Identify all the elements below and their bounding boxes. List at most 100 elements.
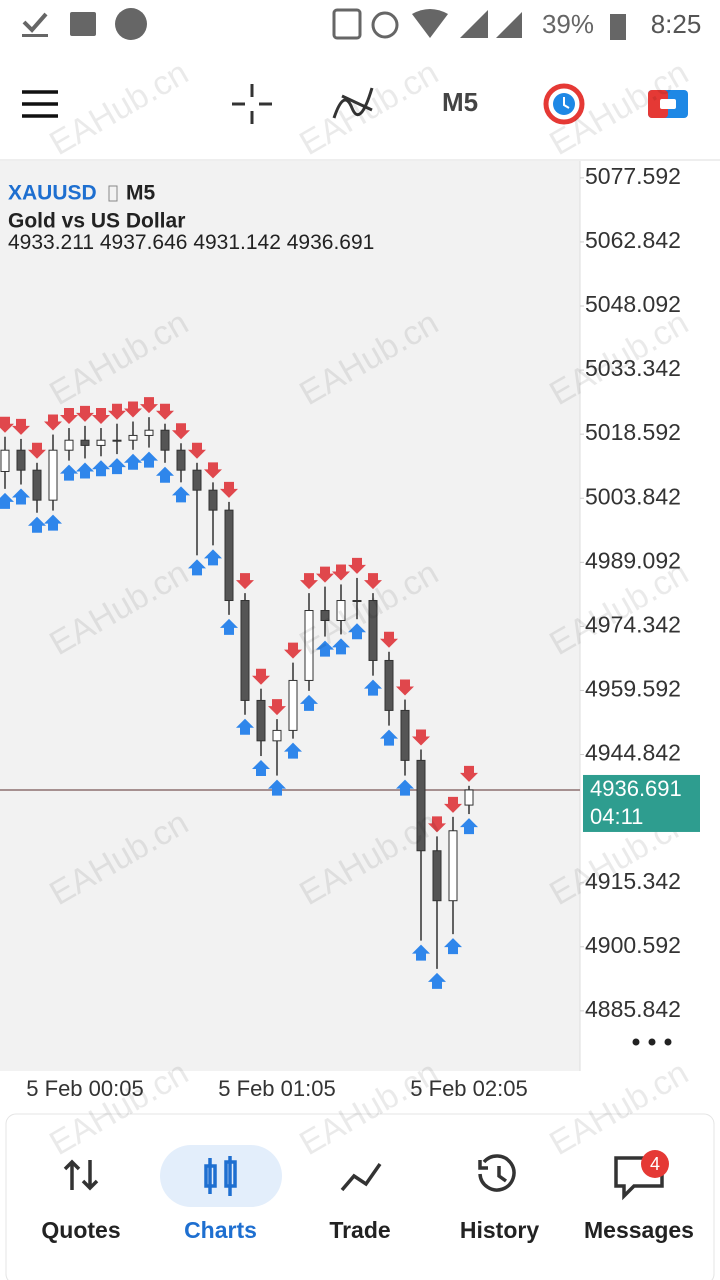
candle-body (432, 850, 442, 902)
sell-arrow (316, 566, 334, 583)
buy-arrow (332, 638, 350, 655)
sell-arrow (92, 408, 110, 425)
sell-arrow (284, 642, 302, 659)
y-tick-label: 4959.592 (585, 676, 681, 702)
y-tick-label: 4915.342 (585, 868, 681, 894)
candle-body (176, 449, 186, 471)
buy-arrow (444, 938, 462, 955)
sell-arrow (156, 403, 174, 420)
sell-arrow (220, 481, 238, 498)
candle-body (128, 434, 138, 441)
candle-body (64, 439, 74, 451)
nav-label[interactable]: Quotes (41, 1217, 120, 1243)
chart-timeframe: M5 (126, 182, 155, 205)
nav-label[interactable]: Charts (184, 1217, 257, 1243)
nav-icons (63, 1154, 664, 1201)
buy-arrow (44, 514, 62, 531)
candle-body (32, 469, 42, 501)
badge-count: 4 (650, 1154, 660, 1174)
buy-arrow (284, 742, 302, 759)
y-tick-label: 5048.092 (585, 291, 681, 317)
candle-body (0, 449, 10, 472)
buy-arrow (412, 944, 430, 961)
sell-arrow (108, 403, 126, 420)
buy-arrow (396, 779, 414, 796)
buy-arrow (236, 718, 254, 735)
buy-arrow (124, 453, 142, 470)
buy-arrow (0, 492, 14, 509)
menu-button[interactable] (22, 90, 58, 118)
sell-arrow (332, 564, 350, 581)
trade-button[interactable] (648, 90, 688, 118)
sell-arrow (76, 405, 94, 422)
candle-body (416, 759, 426, 852)
candle-body (400, 709, 410, 761)
candle-body (112, 439, 122, 442)
battery-percent: 39% (542, 9, 594, 39)
candle-body (464, 789, 474, 806)
buy-arrow (60, 464, 78, 481)
y-tick-label: 4989.092 (585, 547, 681, 573)
buy-arrow (220, 618, 238, 635)
sell-arrow (300, 573, 318, 590)
candle-body (80, 439, 90, 446)
last-price-box (583, 774, 700, 832)
candle-body (336, 600, 346, 621)
more-button[interactable] (632, 1038, 672, 1046)
sell-arrow (236, 573, 254, 590)
x-tick-label: 5 Feb 00:05 (26, 1076, 143, 1101)
buy-arrow (76, 462, 94, 479)
indicators-button[interactable] (332, 87, 374, 119)
candle-body (160, 429, 170, 451)
candle-body (368, 600, 378, 661)
timeframe-button[interactable]: M5 (442, 87, 478, 117)
sell-arrow (428, 816, 446, 833)
buy-arrow (428, 972, 446, 989)
y-tick-label: 4974.342 (585, 611, 681, 637)
sell-arrow (172, 423, 190, 440)
sell-arrow (28, 442, 46, 459)
sell-arrow (0, 416, 14, 433)
ohlc-close: 4936.691 (287, 231, 375, 254)
clock: 8:25 (651, 9, 702, 39)
candle-body (96, 439, 106, 446)
candle-body (208, 489, 218, 511)
candle-body (144, 429, 154, 436)
candle-body (448, 830, 458, 902)
sell-arrow (444, 796, 462, 813)
sell-arrow (380, 631, 398, 648)
alerts-button[interactable] (543, 83, 585, 125)
candle-body (288, 679, 298, 731)
buy-arrow (268, 779, 286, 796)
sell-arrow (12, 418, 30, 435)
sell-arrow (60, 408, 78, 425)
candle-body (192, 469, 202, 491)
nav-active-pill (160, 1145, 282, 1207)
last-price: 4936.691 (590, 776, 682, 801)
y-tick-label: 4885.842 (585, 996, 681, 1022)
buy-arrow (364, 679, 382, 696)
sell-arrow (412, 729, 430, 746)
symbol-glyph (108, 185, 118, 202)
countdown: 04:11 (590, 804, 643, 829)
y-tick-label: 4900.592 (585, 932, 681, 958)
x-tick-label: 5 Feb 01:05 (218, 1076, 335, 1101)
sell-arrow (364, 573, 382, 590)
sell-arrow (396, 679, 414, 696)
sell-arrow (140, 397, 158, 414)
buy-arrow (172, 486, 190, 503)
nav-label[interactable]: History (460, 1217, 539, 1243)
sell-arrow (252, 668, 270, 685)
buy-arrow (156, 466, 174, 483)
buy-arrow (188, 559, 206, 576)
symbol-description: Gold vs US Dollar (8, 210, 185, 233)
buy-arrow (204, 549, 222, 566)
nav-label[interactable]: Messages (584, 1217, 694, 1243)
nav-label[interactable]: Trade (329, 1217, 390, 1243)
buy-arrow (92, 460, 110, 477)
sell-arrow (460, 765, 478, 782)
ohlc-open: 4933.211 (8, 231, 94, 254)
y-tick-label: 4944.842 (585, 740, 681, 766)
crosshair-button[interactable] (232, 84, 272, 124)
buy-arrow (140, 451, 158, 468)
